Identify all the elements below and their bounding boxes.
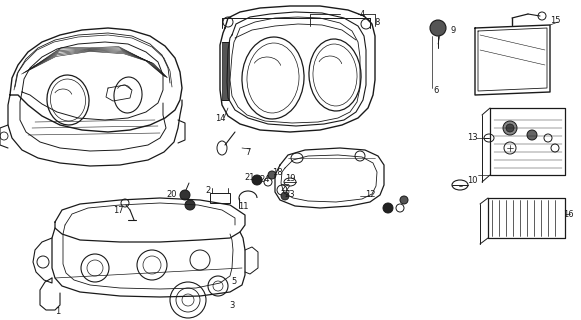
Text: 8: 8 [374,18,380,27]
Text: 2: 2 [205,186,211,195]
Text: 6: 6 [433,85,439,94]
Text: 13: 13 [467,132,478,141]
Text: 22: 22 [281,183,291,193]
Text: 7: 7 [245,148,250,156]
Text: 9: 9 [450,26,456,35]
Text: 1: 1 [55,308,60,316]
Circle shape [503,121,517,135]
Text: 15: 15 [550,15,560,25]
Circle shape [527,130,537,140]
Text: 19: 19 [285,173,295,182]
Text: 16: 16 [562,210,573,219]
Text: 12: 12 [365,189,375,198]
Circle shape [400,196,408,204]
Text: 20: 20 [167,189,177,198]
Text: 23: 23 [285,189,295,198]
Text: 24: 24 [260,174,270,183]
Text: 3: 3 [229,301,235,310]
Circle shape [185,200,195,210]
Circle shape [430,20,446,36]
Circle shape [383,203,393,213]
Circle shape [180,190,190,200]
Text: 11: 11 [238,202,248,211]
Circle shape [506,124,514,132]
Text: 17: 17 [113,205,123,214]
Circle shape [268,171,276,179]
Text: 21: 21 [245,172,255,181]
Circle shape [252,175,262,185]
Circle shape [281,192,289,200]
Text: 4: 4 [360,10,365,19]
Text: 5: 5 [231,277,236,286]
Text: 10: 10 [467,175,477,185]
Bar [210,193,230,203]
Text: 18: 18 [272,167,282,177]
Text: 14: 14 [215,114,225,123]
Bar [222,42,229,100]
